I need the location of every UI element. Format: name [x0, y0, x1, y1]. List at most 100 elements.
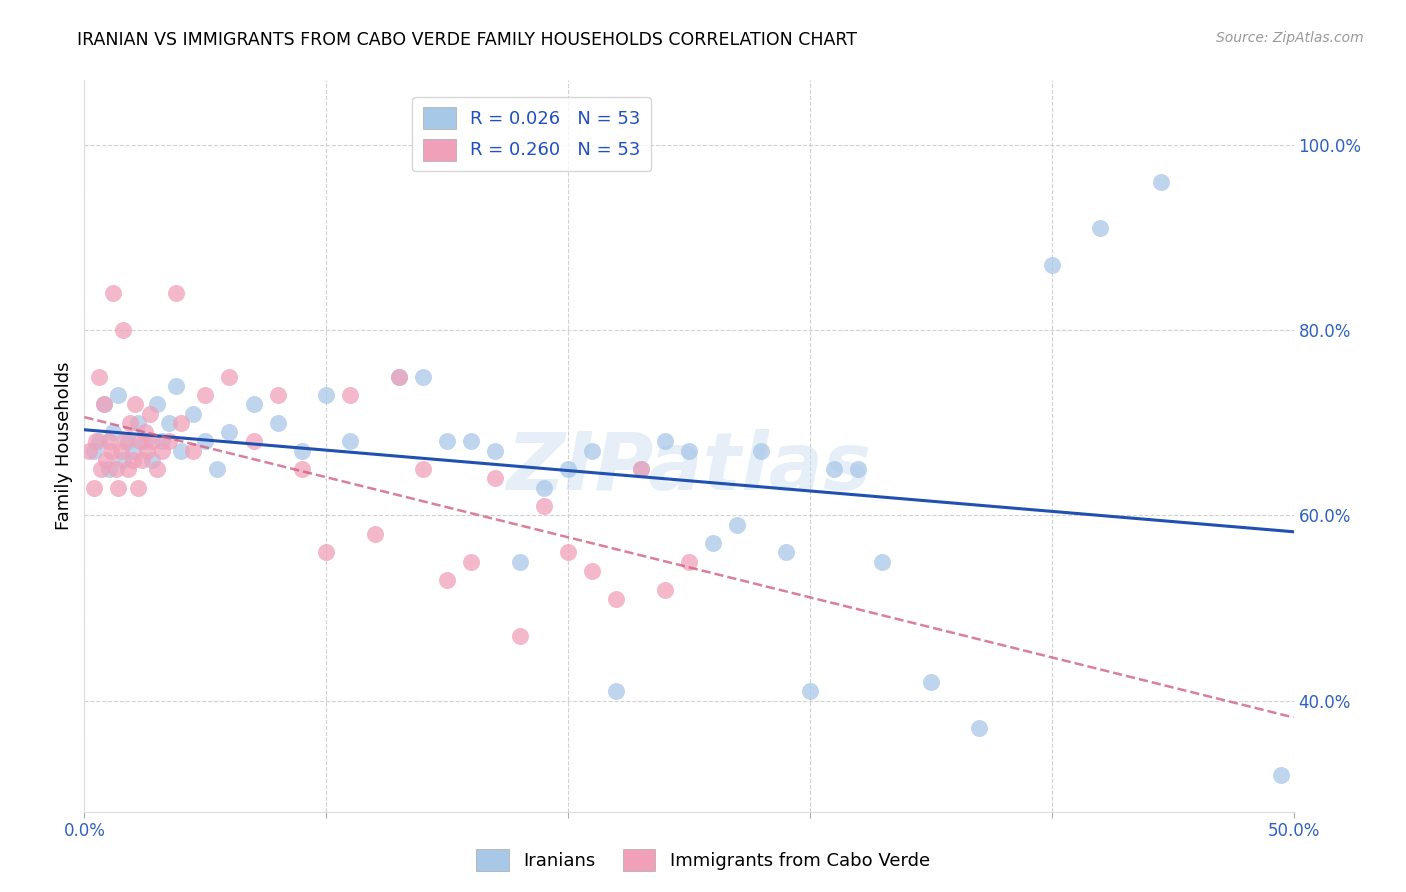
Point: [1270, 767, 1292, 781]
Point: [242, 434, 264, 449]
Point: [194, 434, 217, 449]
Point: [93, 397, 115, 411]
Text: Source: ZipAtlas.com: Source: ZipAtlas.com: [1216, 31, 1364, 45]
Point: [107, 481, 129, 495]
Point: [846, 462, 869, 476]
Point: [460, 555, 482, 569]
Point: [77, 443, 100, 458]
Point: [124, 397, 146, 411]
Point: [339, 388, 361, 402]
Point: [388, 369, 411, 384]
Point: [104, 462, 127, 476]
Point: [83, 481, 105, 495]
Point: [107, 388, 129, 402]
Point: [412, 462, 434, 476]
Point: [388, 369, 411, 384]
Point: [103, 425, 125, 439]
Point: [509, 629, 531, 643]
Point: [112, 453, 135, 467]
Point: [751, 443, 773, 458]
Text: ZIPatlas: ZIPatlas: [506, 429, 872, 507]
Point: [605, 684, 627, 698]
Point: [412, 369, 434, 384]
Point: [218, 369, 240, 384]
Point: [630, 462, 652, 476]
Point: [131, 453, 153, 467]
Point: [218, 425, 240, 439]
Point: [436, 574, 458, 588]
Point: [121, 453, 143, 467]
Point: [436, 434, 458, 449]
Point: [533, 499, 555, 513]
Point: [678, 555, 700, 569]
Point: [165, 379, 187, 393]
Point: [157, 416, 180, 430]
Point: [291, 462, 314, 476]
Point: [242, 397, 264, 411]
Point: [557, 462, 579, 476]
Point: [165, 286, 187, 301]
Point: [100, 443, 122, 458]
Point: [775, 545, 797, 559]
Point: [315, 388, 337, 402]
Point: [87, 434, 110, 449]
Point: [138, 407, 160, 421]
Point: [605, 591, 627, 606]
Point: [872, 555, 894, 569]
Point: [484, 471, 506, 485]
Point: [157, 434, 180, 449]
Point: [654, 434, 676, 449]
Point: [1149, 175, 1171, 189]
Point: [146, 397, 169, 411]
Point: [136, 443, 159, 458]
Point: [97, 462, 120, 476]
Point: [103, 286, 125, 301]
Point: [110, 443, 132, 458]
Point: [315, 545, 337, 559]
Point: [630, 462, 652, 476]
Point: [194, 388, 217, 402]
Point: [1088, 221, 1111, 235]
Point: [117, 462, 139, 476]
Point: [581, 443, 603, 458]
Point: [181, 407, 204, 421]
Point: [117, 434, 139, 449]
Y-axis label: Family Households: Family Households: [55, 362, 73, 530]
Point: [97, 434, 120, 449]
Point: [170, 416, 193, 430]
Point: [150, 443, 173, 458]
Point: [134, 434, 156, 449]
Point: [112, 323, 135, 337]
Point: [94, 453, 117, 467]
Legend: R = 0.026   N = 53, R = 0.260   N = 53: R = 0.026 N = 53, R = 0.260 N = 53: [412, 96, 651, 171]
Point: [799, 684, 821, 698]
Point: [114, 434, 136, 449]
Point: [141, 453, 163, 467]
Point: [87, 369, 110, 384]
Point: [121, 443, 143, 458]
Point: [533, 481, 555, 495]
Point: [267, 416, 290, 430]
Point: [141, 434, 163, 449]
Point: [339, 434, 361, 449]
Legend: Iranians, Immigrants from Cabo Verde: Iranians, Immigrants from Cabo Verde: [470, 842, 936, 879]
Point: [150, 434, 173, 449]
Point: [134, 425, 156, 439]
Point: [86, 434, 108, 449]
Point: [967, 722, 990, 736]
Point: [93, 397, 115, 411]
Point: [170, 443, 193, 458]
Point: [267, 388, 290, 402]
Point: [291, 443, 314, 458]
Point: [146, 462, 169, 476]
Point: [678, 443, 700, 458]
Point: [654, 582, 676, 597]
Point: [557, 545, 579, 559]
Point: [90, 462, 112, 476]
Point: [127, 481, 149, 495]
Point: [129, 434, 152, 449]
Point: [702, 536, 724, 550]
Point: [509, 555, 531, 569]
Point: [460, 434, 482, 449]
Text: IRANIAN VS IMMIGRANTS FROM CABO VERDE FAMILY HOUSEHOLDS CORRELATION CHART: IRANIAN VS IMMIGRANTS FROM CABO VERDE FA…: [77, 31, 858, 49]
